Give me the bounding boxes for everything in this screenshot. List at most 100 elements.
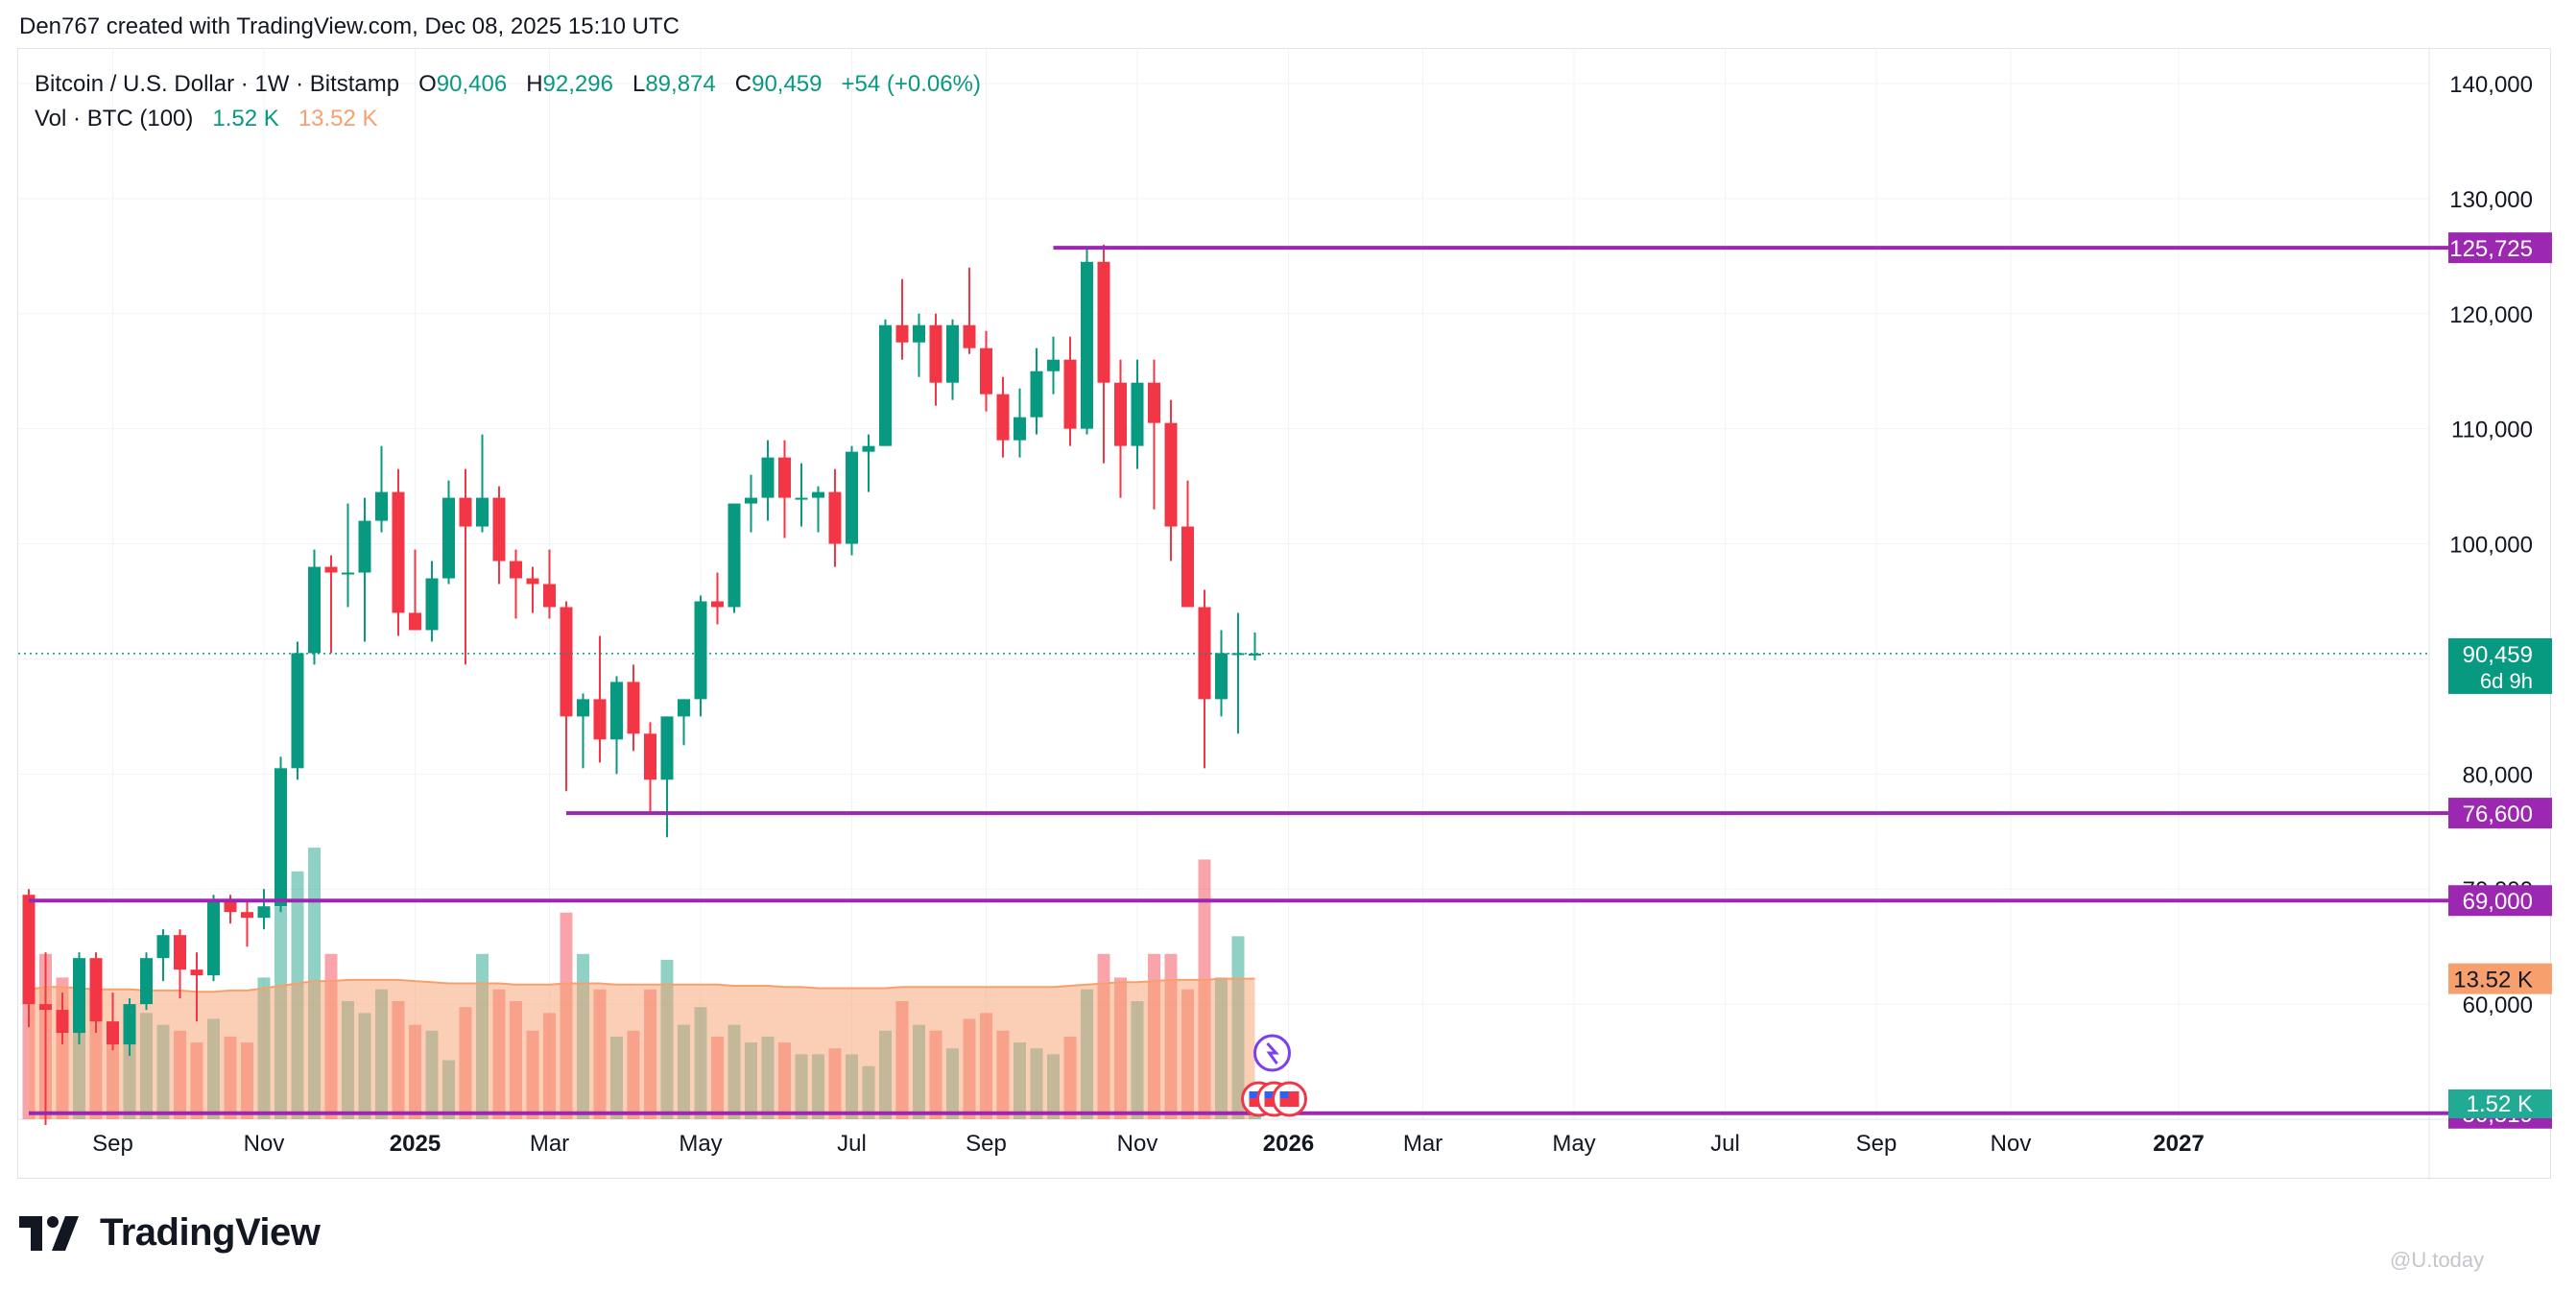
candle-body	[761, 457, 775, 498]
high-label: H	[526, 71, 543, 97]
candle-body	[996, 394, 1010, 441]
candle-body	[778, 457, 791, 498]
candle-body	[1164, 422, 1178, 527]
close-label: C	[734, 71, 752, 97]
level-price-label: 76,600	[2463, 802, 2533, 827]
tradingview-logo-icon	[19, 1215, 79, 1251]
candle-body	[342, 572, 354, 575]
y-tick-label: 110,000	[2451, 418, 2533, 443]
candle-body	[89, 958, 103, 1022]
candle-body	[1114, 382, 1127, 446]
candle-body	[257, 906, 271, 919]
candle-body	[324, 566, 338, 573]
x-tick-label: Sep	[966, 1131, 1007, 1157]
candle-body	[274, 768, 287, 907]
candle-body	[207, 900, 220, 976]
candle-body	[1148, 382, 1160, 423]
candle-body	[1131, 382, 1144, 446]
candle-body	[308, 566, 321, 654]
close-value: 90,459	[751, 71, 823, 97]
level-price-label: 69,000	[2463, 889, 2533, 915]
volume-ma-tag	[2448, 963, 2552, 994]
tradingview-logo[interactable]: TradingView	[19, 1211, 321, 1255]
x-tick-label: Nov	[244, 1131, 285, 1157]
x-tick-label: Nov	[1991, 1131, 2032, 1157]
level-price-tag	[2448, 885, 2552, 917]
symbol-label[interactable]: Bitcoin / U.S. Dollar · 1W · Bitstamp	[35, 71, 400, 97]
y-tick-label: 140,000	[2449, 72, 2533, 98]
candle-body	[678, 699, 690, 717]
candle-body	[577, 699, 589, 717]
candle-body	[543, 584, 556, 608]
lightning-icon	[1266, 1041, 1279, 1065]
candlestick-chart[interactable]: 60,00070,00080,00090,000100,000110,00012…	[18, 49, 2552, 1180]
level-price-label: 125,725	[2449, 236, 2533, 262]
tradingview-logo-text: TradingView	[100, 1211, 321, 1254]
candle-body	[1030, 371, 1043, 418]
candle-body	[425, 578, 439, 631]
us-flag-canton-icon	[1279, 1091, 1289, 1098]
volume-ma-value: 13.52 K	[298, 106, 378, 132]
x-tick-label: May	[1552, 1131, 1595, 1157]
y-tick-label: 130,000	[2449, 187, 2533, 213]
candle-body	[409, 612, 421, 631]
change-value: +54 (+0.06%)	[841, 71, 981, 97]
candle-body	[442, 497, 455, 579]
candle-body	[879, 324, 892, 446]
us-flag-canton-icon	[1264, 1091, 1274, 1098]
volume-ma-tag-label: 13.52 K	[2453, 968, 2533, 993]
candle-body	[39, 1004, 52, 1011]
candle-body	[1097, 261, 1110, 383]
open-value: 90,406	[436, 71, 508, 97]
candle-body	[56, 1010, 69, 1034]
attribution-text: Den767 created with TradingView.com, Dec…	[19, 13, 680, 39]
volume-label[interactable]: Vol · BTC (100)	[35, 106, 194, 132]
candle-body	[459, 497, 472, 527]
candle-body	[73, 958, 85, 1034]
level-price-tag	[2448, 798, 2552, 829]
chart-legend: Bitcoin / U.S. Dollar · 1W · Bitstamp O9…	[35, 67, 981, 136]
candle-body	[560, 607, 573, 717]
x-tick-label: 2026	[1263, 1131, 1314, 1157]
volume-ma-area	[29, 978, 1255, 1119]
candle-body	[627, 682, 640, 734]
x-tick-label: 2027	[2153, 1131, 2204, 1157]
candle-body	[526, 578, 539, 585]
low-label: L	[632, 71, 646, 97]
y-tick-label: 120,000	[2449, 302, 2533, 328]
candle-body	[375, 491, 388, 521]
y-tick-label: 100,000	[2449, 533, 2533, 559]
candle-body	[660, 716, 674, 780]
candle-body	[980, 347, 992, 395]
volume-last-tag	[2448, 1089, 2552, 1118]
volume-legend-row: Vol · BTC (100) 1.52 K 13.52 K	[35, 102, 981, 136]
candle-body	[510, 561, 522, 579]
candle-body	[174, 935, 186, 970]
volume-last-tag-label: 1.52 K	[2467, 1091, 2533, 1117]
y-tick-label: 60,000	[2463, 993, 2533, 1018]
candle-body	[392, 491, 405, 613]
chart-frame: 60,00070,00080,00090,000100,000110,00012…	[17, 48, 2552, 1180]
candle-body	[1047, 359, 1060, 371]
candle-body	[476, 497, 489, 527]
candle-body	[224, 900, 237, 913]
candle-body	[1181, 526, 1194, 608]
level-price-tag	[2448, 232, 2552, 264]
candle-body	[913, 324, 925, 343]
candle-body	[241, 912, 253, 919]
x-tick-label: Mar	[530, 1131, 569, 1157]
watermark-text: @U.today	[2390, 1248, 2485, 1272]
candle-body	[929, 324, 942, 383]
candle-body	[745, 497, 757, 504]
candle-body	[291, 653, 304, 769]
us-flag-canton-icon	[1249, 1091, 1258, 1098]
candle-body	[1249, 653, 1261, 656]
bar-countdown-label: 6d 9h	[2480, 669, 2533, 693]
candle-body	[828, 491, 842, 544]
candle-body	[156, 935, 170, 959]
x-tick-label: Jul	[837, 1131, 867, 1157]
candle-body	[946, 324, 959, 383]
x-tick-label: 2025	[390, 1131, 441, 1157]
x-tick-label: Nov	[1117, 1131, 1158, 1157]
candle-body	[107, 1021, 119, 1045]
